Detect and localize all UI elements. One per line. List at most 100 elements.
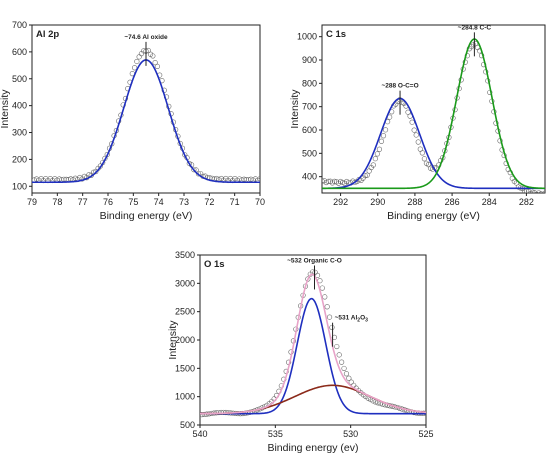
data-point xyxy=(380,133,387,139)
data-point xyxy=(413,132,419,138)
x-tick-label: 72 xyxy=(204,197,214,207)
y-tick-label: 600 xyxy=(302,125,317,135)
annotation-text: ~284.8 C-C xyxy=(458,24,492,31)
y-tick-label: 300 xyxy=(12,128,27,138)
y-tick-label: 800 xyxy=(302,78,317,88)
panel-title: C 1s xyxy=(326,29,346,40)
x-tick-label: 73 xyxy=(179,197,189,207)
annotation-text: ~288 O-C=O xyxy=(381,83,418,90)
data-point xyxy=(382,127,389,133)
plot-frame xyxy=(321,24,546,194)
x-tick-label: 535 xyxy=(268,429,283,439)
data-point xyxy=(376,146,383,152)
data-point xyxy=(152,60,158,66)
x-tick-label: 540 xyxy=(192,429,207,439)
y-axis-title: Intensity xyxy=(289,89,301,129)
data-point xyxy=(423,160,430,166)
panel-title: O 1s xyxy=(204,259,225,270)
annotation-text: ~74.6 Al oxide xyxy=(124,34,168,41)
data-point xyxy=(372,156,378,162)
envelope-curve xyxy=(200,273,426,415)
annotation-label: ~74.6 Al oxide xyxy=(124,34,168,41)
fit-curve-1 xyxy=(322,97,545,190)
x-tick-label: 530 xyxy=(343,429,358,439)
annotation-label: ~284.8 C-C xyxy=(458,24,492,31)
y-tick-label: 500 xyxy=(302,148,317,158)
x-tick-label: 75 xyxy=(128,197,138,207)
data-point xyxy=(136,54,142,60)
data-point xyxy=(348,379,354,385)
data-point xyxy=(334,343,340,350)
y-tick-label: 100 xyxy=(12,181,27,191)
y-tick-label: 400 xyxy=(12,101,27,111)
data-point xyxy=(319,285,325,291)
data-point xyxy=(409,119,415,125)
data-point xyxy=(324,304,330,310)
x-tick-label: 78 xyxy=(52,197,62,207)
y-tick-label: 400 xyxy=(302,172,317,182)
x-axis-title: Binding energy (eV) xyxy=(100,210,193,222)
y-tick-label: 3500 xyxy=(175,250,195,260)
data-point xyxy=(421,156,427,162)
data-point xyxy=(339,359,345,365)
data-point xyxy=(134,58,140,65)
x-tick-label: 525 xyxy=(418,429,433,439)
data-point xyxy=(417,146,423,152)
data-point xyxy=(515,184,522,190)
data-point xyxy=(191,167,197,173)
data-point xyxy=(93,168,99,175)
annotation-text: ~531 Al xyxy=(335,315,358,322)
plot-area xyxy=(32,47,260,184)
y-tick-label: 200 xyxy=(12,154,27,164)
data-point xyxy=(405,109,411,115)
data-point xyxy=(341,365,347,372)
y-tick-label: 700 xyxy=(302,102,317,112)
x-tick-label: 76 xyxy=(103,197,113,207)
x-axis-title: Binding energy (eV) xyxy=(387,210,480,222)
x-tick-label: 77 xyxy=(78,197,88,207)
fit-curve-1 xyxy=(32,59,260,184)
experimental-points xyxy=(200,269,426,418)
x-tick-label: 290 xyxy=(370,197,385,207)
fit-curve-2 xyxy=(322,38,545,190)
data-point xyxy=(33,176,40,182)
data-point xyxy=(147,51,154,57)
y-tick-label: 700 xyxy=(12,20,27,30)
y-tick-label: 2000 xyxy=(175,335,195,345)
annotation-label: ~288 O-C=O xyxy=(381,83,418,90)
y-axis-title: Intensity xyxy=(167,320,179,360)
annotation-label: ~532 Organic C-O xyxy=(287,257,342,264)
data-point xyxy=(411,127,417,133)
panel-title: Al 2p xyxy=(36,29,59,40)
panel-3: 540 535 530 525 500 1000 1500 2000 2500 3000 3500 B… xyxy=(167,250,434,454)
data-point xyxy=(366,168,372,174)
data-point xyxy=(322,178,325,184)
panel-1: 79 78 77 76 75 74 73 72 71 70 100 200 300 400 500 600 70… xyxy=(0,20,265,222)
data-point xyxy=(333,179,340,185)
x-tick-label: 70 xyxy=(255,197,265,207)
data-point xyxy=(374,151,380,157)
x-tick-label: 79 xyxy=(27,197,37,207)
y-tick-label: 600 xyxy=(12,47,27,57)
data-point xyxy=(245,410,251,416)
annotation-subscript: 3 xyxy=(365,318,368,324)
annotation-text: ~532 Organic C-O xyxy=(287,257,342,264)
plot-area xyxy=(322,38,545,193)
data-point xyxy=(329,324,335,331)
data-point xyxy=(536,190,542,193)
x-axis-title: Binding energy (ev) xyxy=(267,442,358,454)
plot-area xyxy=(200,269,426,418)
experimental-points xyxy=(32,47,260,184)
data-point xyxy=(326,314,333,320)
data-point xyxy=(530,189,536,193)
data-point xyxy=(154,63,160,70)
data-point xyxy=(247,409,253,415)
y-tick-label: 1000 xyxy=(297,32,317,42)
y-tick-label: 3000 xyxy=(175,278,195,288)
y-tick-label: 1000 xyxy=(175,392,195,402)
data-point xyxy=(200,411,205,418)
data-point xyxy=(378,138,385,144)
data-point xyxy=(186,160,192,167)
annotation-subscript: 2 xyxy=(357,318,360,324)
